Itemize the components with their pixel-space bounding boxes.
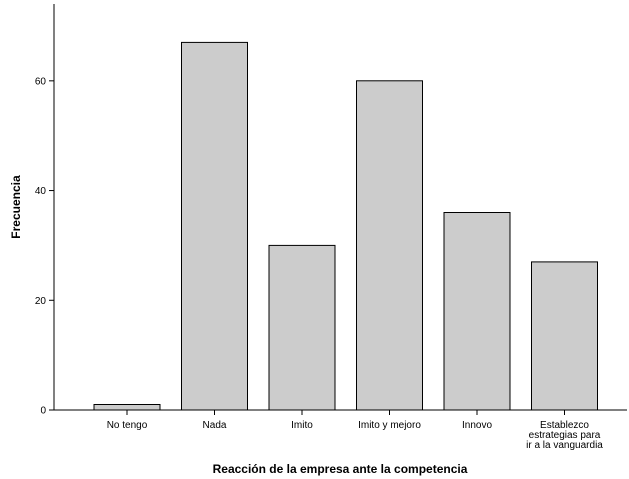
x-tick-label-line: estrategias para — [529, 430, 601, 441]
x-tick-label: Innovo — [462, 420, 492, 431]
y-ticks-layer: 0 20 40 60 — [35, 76, 54, 417]
x-tick-label-line: Nada — [203, 420, 227, 431]
bar — [443, 212, 511, 411]
bar — [356, 80, 423, 411]
x-tick-label: No tengo — [107, 420, 148, 431]
x-tick-label: Imito y mejoro — [358, 420, 421, 431]
bar — [531, 261, 598, 411]
bar — [93, 404, 161, 411]
y-tick-label: 60 — [35, 76, 47, 87]
bar — [181, 41, 248, 411]
x-tick-label-line: Imito — [291, 420, 313, 431]
x-axis-title: Reacción de la empresa ante la competenc… — [213, 462, 468, 476]
bars-layer — [93, 41, 598, 411]
y-tick-label: 0 — [40, 406, 46, 417]
y-axis-title: Frecuencia — [9, 175, 23, 239]
y-tick-label: 20 — [35, 296, 47, 307]
bar — [268, 244, 336, 411]
x-tick-label-line: ir a la vanguardia — [526, 440, 603, 451]
x-tick-label-line: Establezco — [540, 420, 589, 431]
x-tick-label: Imito — [291, 420, 313, 431]
x-tick-label-line: Imito y mejoro — [358, 420, 421, 431]
x-tick-label: Nada — [203, 420, 227, 431]
x-tick-label: Establezco estrategias para ir a la vangua… — [526, 420, 603, 451]
x-tick-label-line: Innovo — [462, 420, 492, 431]
x-tick-label-line: No tengo — [107, 420, 148, 431]
y-tick-label: 40 — [35, 186, 47, 197]
x-ticks-layer: No tengo Nada Imito Imito y mejoro Innovo Est… — [107, 410, 603, 451]
